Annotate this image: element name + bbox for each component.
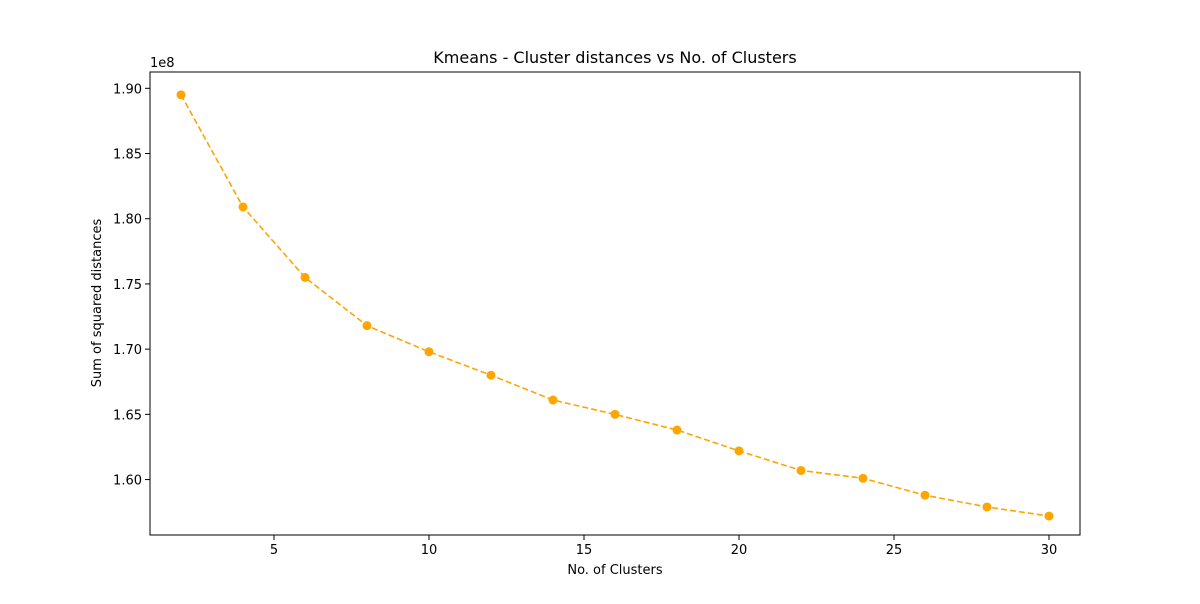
- x-tick-label: 20: [731, 543, 748, 558]
- y-axis-label: Sum of squared distances: [90, 219, 105, 388]
- y-tick-label: 1.75: [113, 278, 142, 293]
- x-tick-label: 15: [576, 543, 593, 558]
- data-point: [858, 473, 868, 483]
- x-tick-label: 25: [886, 543, 903, 558]
- data-point: [176, 90, 186, 100]
- series-line: [180, 94, 1050, 517]
- data-point: [734, 446, 744, 456]
- x-tick-label: 5: [270, 543, 278, 558]
- data-point: [238, 202, 248, 212]
- y-tick-label: 1.60: [113, 474, 142, 489]
- y-axis-ticks: 1.60 1.65 1.70 1.75 1.80 1.85 1.90: [113, 82, 150, 489]
- data-point: [548, 395, 558, 405]
- x-axis-label: No. of Clusters: [567, 563, 663, 578]
- data-point: [424, 347, 434, 357]
- y-tick-label: 1.90: [113, 82, 142, 97]
- y-tick-label: 1.80: [113, 213, 142, 228]
- y-tick-label: 1.65: [113, 408, 142, 423]
- data-point: [300, 272, 310, 282]
- data-point: [796, 465, 806, 475]
- y-axis-offset-label: 1e8: [150, 56, 175, 71]
- chart-title: Kmeans - Cluster distances vs No. of Clu…: [433, 48, 796, 67]
- y-tick-label: 1.70: [113, 343, 142, 358]
- plot-frame: [149, 71, 1081, 536]
- data-point: [610, 409, 620, 419]
- data-point: [486, 370, 496, 380]
- y-tick-label: 1.85: [113, 148, 142, 163]
- data-point: [982, 502, 992, 512]
- data-point: [1044, 511, 1054, 521]
- x-tick-label: 10: [421, 543, 438, 558]
- x-tick-label: 30: [1041, 543, 1058, 558]
- series-layer: [176, 90, 1054, 521]
- data-point: [362, 321, 372, 331]
- data-point: [920, 490, 930, 500]
- x-axis-ticks: 5 10 15 20 25 30: [270, 535, 1057, 558]
- data-point: [672, 425, 682, 435]
